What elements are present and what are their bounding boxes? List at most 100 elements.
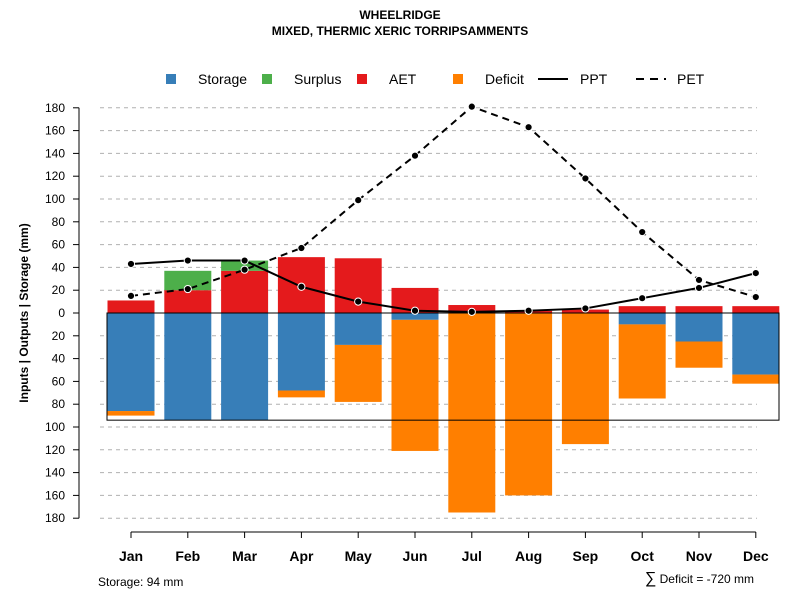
y-tick-label: 0 [58, 306, 65, 320]
storage-bar [277, 313, 325, 391]
pet-point [297, 243, 306, 253]
legend-aet-label: AET [389, 71, 417, 87]
ppt-point [751, 269, 760, 278]
y-tick-label: 180 [45, 101, 65, 115]
chart-title: WHEELRIDGE [359, 8, 441, 22]
y-tick-label: 80 [52, 215, 66, 229]
deficit-bar [675, 341, 723, 368]
x-tick-label: Jun [403, 548, 428, 564]
aet-bar [675, 306, 723, 313]
legend: Storage Surplus AET Deficit PPT PET [166, 71, 705, 87]
ppt-point [524, 306, 533, 315]
storage-bar [107, 313, 155, 412]
y-tick-label: 180 [45, 511, 65, 525]
pet-point [581, 174, 590, 183]
legend-surplus-swatch [262, 74, 272, 84]
legend-pet-label: PET [677, 71, 705, 87]
storage-capacity-outline [106, 312, 780, 421]
y-tick-label: 140 [45, 466, 65, 480]
x-tick-label: Jan [119, 548, 143, 564]
ppt-point [694, 283, 704, 293]
storage-bar [221, 313, 269, 421]
legend-deficit-label: Deficit [485, 71, 524, 87]
deficit-bar [618, 324, 666, 399]
sum-icon: ∑ [644, 570, 657, 587]
aet-bar [221, 270, 269, 313]
y-tick-label: 80 [52, 397, 66, 411]
ppt-point [410, 306, 420, 315]
y-tick-label: 120 [45, 443, 65, 457]
deficit-note: ∑ Deficit = -720 mm [645, 570, 754, 588]
deficit-bar [334, 344, 382, 402]
y-tick-label: 140 [45, 146, 65, 160]
y-tick-label: 160 [45, 124, 65, 138]
ppt-point [581, 304, 590, 313]
aet-bar [164, 290, 212, 313]
deficit-bar [561, 313, 609, 445]
storage-bar [675, 313, 723, 342]
ppt-point [297, 282, 306, 291]
legend-surplus-label: Surplus [294, 71, 341, 87]
legend-aet-swatch [357, 74, 367, 84]
deficit-bar [107, 411, 155, 416]
x-tick-label: Mar [232, 548, 257, 564]
aet-bar [618, 306, 666, 313]
pet-point [638, 227, 647, 237]
y-tick-label: 60 [52, 374, 66, 388]
deficit-bar [277, 390, 325, 398]
aet-bar [107, 300, 155, 313]
pet-point [354, 196, 363, 205]
x-tick-label: Oct [631, 548, 655, 564]
storage-bar [164, 313, 212, 421]
ppt-point [638, 294, 647, 303]
pet-point [694, 275, 704, 285]
y-tick-label: 120 [45, 169, 65, 183]
storage-bar [618, 313, 666, 325]
chart-subtitle: MIXED, THERMIC XERIC TORRIPSAMMENTS [271, 24, 529, 38]
storage-note: Storage: 94 mm [98, 575, 184, 589]
x-tick-label: Sep [573, 548, 599, 564]
storage-bar [732, 313, 780, 375]
y-tick-label: 20 [52, 283, 66, 297]
x-tick-label: Aug [515, 548, 542, 564]
x-tick-label: Dec [743, 548, 769, 564]
x-tick-label: Jul [462, 548, 482, 564]
deficit-bar [732, 374, 780, 384]
legend-storage-swatch [166, 74, 176, 84]
legend-deficit-swatch [453, 74, 463, 84]
x-tick-label: May [345, 548, 372, 564]
deficit-bar [448, 313, 496, 513]
deficit-note-text: Deficit = -720 mm [659, 572, 754, 586]
bar-series [107, 257, 780, 513]
deficit-bar [505, 313, 553, 496]
ppt-point [467, 307, 476, 316]
y-tick-label: 100 [45, 192, 65, 206]
ppt-point [126, 259, 136, 269]
ppt-line [130, 259, 757, 313]
y-tick-label: 100 [45, 420, 65, 434]
y-tick-label: 60 [52, 238, 66, 252]
y-tick-label: 40 [52, 260, 66, 274]
line-series [126, 102, 760, 316]
surplus-bar [164, 270, 212, 291]
legend-storage-label: Storage [198, 71, 247, 87]
pet-point [524, 123, 533, 132]
pet-point [126, 291, 136, 300]
axes: 180 160 140 120 100 80 60 40 20 0 20 40 60 80 100 120 14… [17, 101, 769, 564]
x-tick-label: Nov [686, 548, 713, 564]
ppt-point [354, 297, 363, 306]
storage-capacity-box [106, 312, 780, 421]
storage-bar [391, 313, 439, 320]
pet-point [751, 292, 760, 302]
legend-ppt-label: PPT [580, 71, 608, 87]
y-tick-label: 40 [52, 352, 66, 366]
storage-bar [334, 313, 382, 345]
deficit-bar [391, 319, 439, 451]
pet-point [183, 284, 192, 294]
y-axis-label: Inputs | Outputs | Storage (mm) [17, 223, 31, 402]
x-tick-label: Apr [289, 548, 314, 564]
pet-point [240, 265, 249, 274]
x-tick-label: Feb [175, 548, 200, 564]
pet-point [410, 151, 420, 160]
